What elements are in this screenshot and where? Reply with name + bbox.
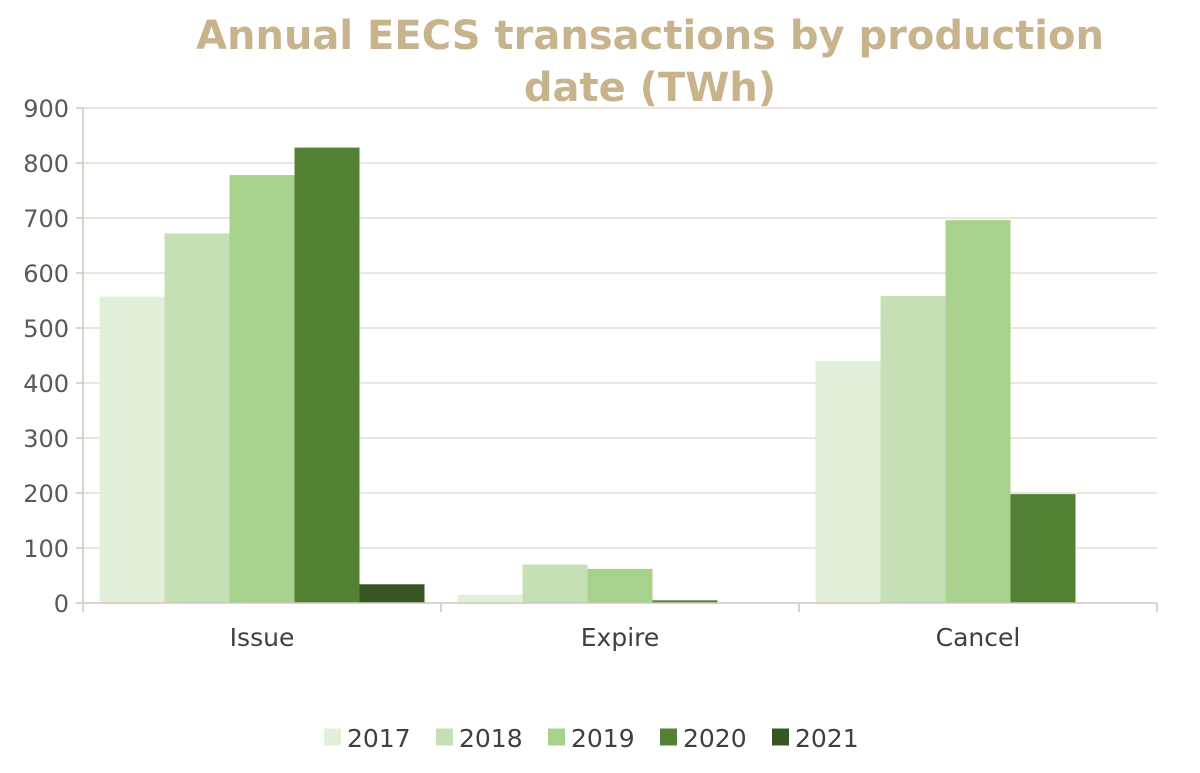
legend-swatch — [324, 728, 341, 746]
x-tick-label: Expire — [581, 623, 660, 652]
bar-issue-2019 — [229, 175, 295, 603]
y-tick-label: 200 — [23, 480, 69, 508]
bar-issue-2020 — [294, 147, 360, 603]
bar-issue-2018 — [164, 233, 230, 603]
bar-expire-2017 — [457, 594, 523, 604]
legend-label: 2018 — [459, 724, 523, 753]
legend-label: 2021 — [795, 724, 859, 753]
legend: 2017 2018 2019 2020 2021 — [324, 724, 859, 753]
y-tick-label: 300 — [23, 425, 69, 453]
y-tick-label: 400 — [23, 370, 69, 398]
bar-expire-2018 — [522, 564, 588, 603]
bar-cancel-2018 — [880, 296, 946, 603]
bar-expire-2019 — [587, 568, 653, 603]
bar-cancel-2019 — [945, 220, 1011, 603]
bars — [99, 147, 1076, 604]
legend-label: 2020 — [683, 724, 747, 753]
y-tick-label: 600 — [23, 260, 69, 288]
y-tick-label: 700 — [23, 205, 69, 233]
y-tick-label: 900 — [23, 95, 69, 123]
bar-issue-2017 — [99, 296, 165, 603]
bar-cancel-2020 — [1010, 494, 1076, 603]
legend-swatch — [772, 728, 789, 746]
axes: 0 100 200 300 400 500 600 700 800 900 Issue Expire C… — [23, 95, 1158, 652]
bar-expire-2020 — [652, 600, 718, 604]
chart-title: Annual EECS transactions by production d… — [196, 13, 1104, 111]
x-tick-label: Cancel — [936, 623, 1021, 652]
y-tick-label: 100 — [23, 535, 69, 563]
legend-swatch — [548, 728, 565, 746]
y-tick-label: 500 — [23, 315, 69, 343]
bar-issue-2021 — [359, 584, 425, 603]
legend-label: 2019 — [571, 724, 635, 753]
legend-swatch — [660, 728, 677, 746]
legend-swatch — [436, 728, 453, 746]
bar-cancel-2017 — [815, 361, 881, 603]
y-tick-label: 800 — [23, 150, 69, 178]
legend-label: 2017 — [347, 724, 411, 753]
y-tick-label: 0 — [54, 590, 69, 618]
x-tick-label: Issue — [230, 623, 295, 652]
